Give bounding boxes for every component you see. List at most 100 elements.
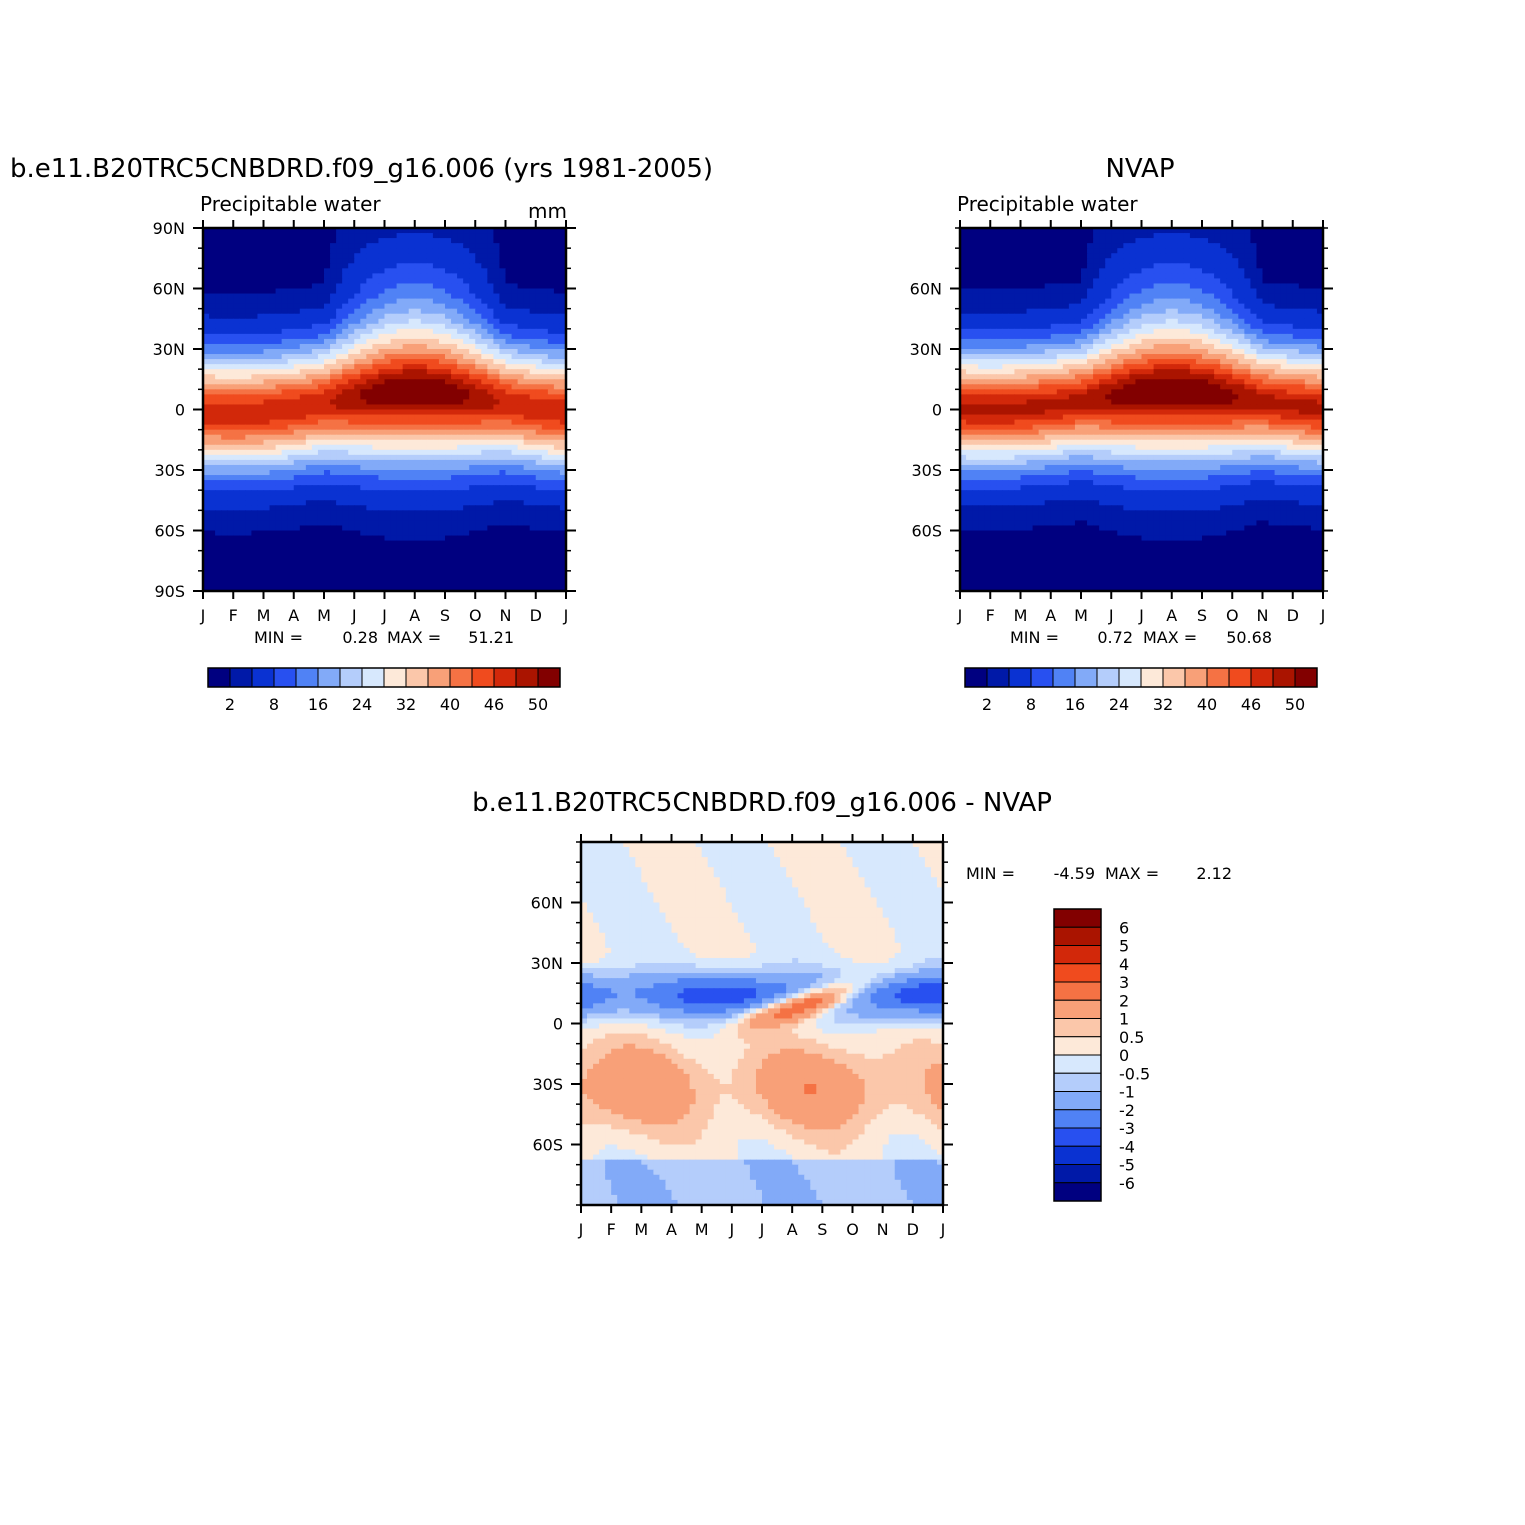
- field-cell: [505, 308, 513, 315]
- field-cell: [221, 459, 228, 466]
- field-cell: [287, 318, 295, 325]
- field-cell: [402, 459, 410, 466]
- field-cell: [1286, 268, 1294, 274]
- field-cell: [517, 293, 525, 300]
- field-cell: [523, 273, 531, 280]
- field-cell: [227, 580, 234, 587]
- field-cell: [251, 313, 259, 320]
- field-cell: [293, 399, 301, 406]
- field-cell: [354, 318, 361, 325]
- field-cell: [426, 394, 434, 401]
- field-cell: [487, 354, 494, 360]
- field-cell: [287, 243, 295, 249]
- field-cell: [269, 515, 277, 522]
- field-cell: [233, 313, 240, 320]
- field-cell: [330, 359, 337, 365]
- field-cell: [451, 490, 458, 496]
- field-cell: [293, 258, 301, 264]
- field-cell: [215, 293, 222, 300]
- field-cell: [239, 233, 246, 239]
- field-cell: [372, 575, 380, 582]
- field-cell: [984, 243, 991, 249]
- field-cell: [1292, 258, 1300, 264]
- field-cell: [275, 419, 283, 426]
- field-cell: [281, 258, 289, 264]
- field-cell: [1298, 228, 1306, 234]
- field-cell: [269, 313, 277, 320]
- field-cell: [402, 429, 410, 436]
- field-cell: [299, 414, 307, 421]
- field-cell: [481, 238, 488, 244]
- panel-model-title: b.e11.B20TRC5CNBDRD.f09_g16.006 (yrs 198…: [10, 154, 713, 184]
- field-cell: [1226, 253, 1233, 259]
- field-cell: [1238, 263, 1245, 269]
- field-cell: [960, 258, 967, 264]
- field-cell: [305, 485, 313, 491]
- field-cell: [311, 228, 319, 234]
- field-cell: [366, 490, 373, 496]
- field-cell: [463, 288, 470, 295]
- field-cell: [257, 278, 265, 285]
- field-cell: [529, 585, 537, 592]
- field-cell: [287, 485, 295, 491]
- field-cell: [233, 409, 240, 416]
- field-cell: [275, 268, 283, 274]
- field-cell: [1050, 263, 1058, 269]
- field-cell: [215, 570, 222, 577]
- field-cell: [324, 298, 331, 305]
- field-cell: [372, 349, 380, 355]
- field-cell: [311, 505, 319, 511]
- field-cell: [1232, 253, 1239, 259]
- field-cell: [245, 323, 252, 330]
- field-cell: [378, 258, 386, 264]
- field-cell: [445, 560, 452, 567]
- field-cell: [245, 409, 252, 416]
- field-cell: [1123, 243, 1130, 249]
- field-cell: [517, 565, 525, 572]
- field-cell: [523, 238, 531, 244]
- field-cell: [281, 233, 289, 239]
- field-cell: [475, 535, 482, 542]
- field-cell: [221, 580, 228, 587]
- field-cell: [505, 238, 513, 244]
- field-cell: [1250, 253, 1258, 259]
- field-cell: [505, 470, 513, 476]
- field-cell: [215, 560, 222, 567]
- panel-model-field: [203, 228, 567, 592]
- field-cell: [553, 323, 561, 330]
- field-cell: [227, 263, 234, 269]
- field-cell: [348, 500, 355, 506]
- field-cell: [245, 288, 252, 295]
- field-cell: [535, 399, 543, 406]
- field-cell: [360, 490, 367, 496]
- field-cell: [366, 485, 373, 491]
- field-cell: [281, 485, 289, 491]
- field-cell: [396, 520, 404, 527]
- field-cell: [1220, 263, 1227, 269]
- field-cell: [311, 470, 319, 476]
- field-cell: [221, 510, 228, 516]
- field-cell: [233, 343, 240, 350]
- field-cell: [299, 233, 307, 239]
- field-cell: [505, 364, 513, 370]
- field-cell: [414, 575, 422, 582]
- field-cell: [239, 318, 246, 325]
- field-cell: [1226, 258, 1233, 264]
- field-cell: [463, 585, 470, 592]
- field-cell: [366, 560, 373, 567]
- field-cell: [541, 273, 549, 280]
- field-cell: [245, 389, 252, 395]
- field-cell: [493, 243, 501, 249]
- field-cell: [1117, 243, 1124, 249]
- field-cell: [511, 313, 519, 320]
- field-cell: [251, 500, 259, 506]
- field-cell: [203, 253, 210, 259]
- field-cell: [517, 343, 525, 350]
- field-cell: [348, 580, 355, 587]
- field-cell: [390, 560, 398, 567]
- field-cell: [366, 268, 373, 274]
- field-cell: [451, 535, 458, 542]
- field-cell: [269, 550, 277, 557]
- field-cell: [1304, 253, 1312, 259]
- field-cell: [299, 374, 307, 380]
